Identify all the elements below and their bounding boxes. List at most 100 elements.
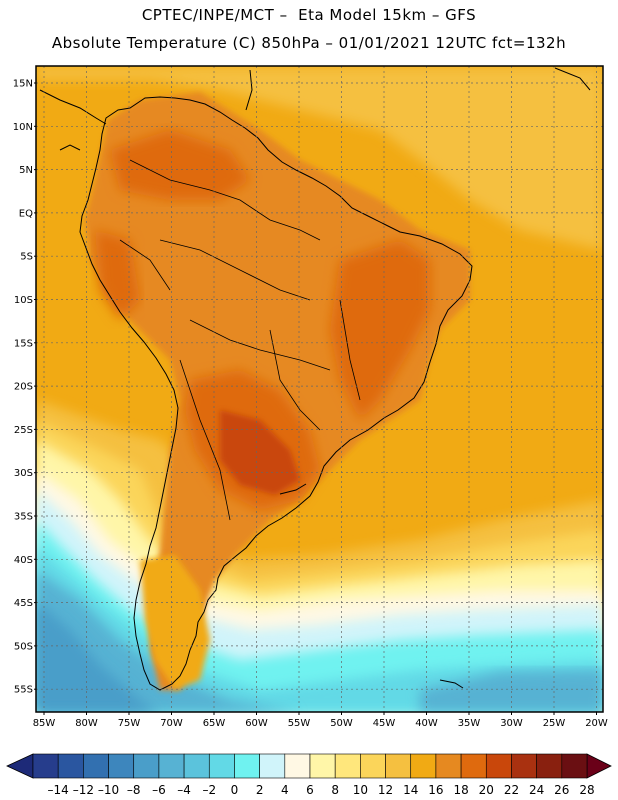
colorbar-label: 14: [403, 783, 418, 797]
lat-label: 50S: [14, 641, 33, 652]
colorbar-label: –14: [48, 783, 69, 797]
lat-label: 15N: [13, 79, 33, 90]
lat-label: 10N: [13, 122, 33, 133]
colorbar-label: 12: [378, 783, 393, 797]
border-2: [159, 239, 311, 301]
colorbar-label: –4: [177, 783, 191, 797]
lat-label: EQ: [19, 208, 33, 219]
lon-label: 55W: [288, 718, 311, 729]
lat-label: 10S: [14, 295, 33, 306]
colorbar-swatch: [158, 753, 185, 779]
field-hot-core-northeast: [330, 240, 430, 420]
title-line-1: CPTEC/INPE/MCT – Eta Model 15km – GFS: [141, 6, 477, 24]
caribbean-islands: [245, 69, 253, 111]
colorbar-swatch: [435, 753, 462, 779]
colorbar-swatch: [183, 753, 210, 779]
colorbar-label: –10: [98, 783, 119, 797]
border-7: [119, 239, 171, 291]
lat-label: 55S: [14, 685, 33, 696]
lon-label: 85W: [33, 718, 56, 729]
colorbar-label: 8: [331, 783, 339, 797]
colorbar-label: 0: [231, 783, 239, 797]
border-1: [129, 159, 321, 241]
lon-label: 80W: [75, 718, 98, 729]
colorbar-label: –6: [152, 783, 166, 797]
field-hottest-core: [220, 410, 300, 495]
colorbar-label: 16: [428, 783, 443, 797]
lat-label: 40S: [14, 555, 33, 566]
field-patagonia: [140, 555, 210, 690]
islands-ne: [554, 67, 591, 91]
country-borders: [119, 159, 361, 521]
lat-label: 35S: [14, 512, 33, 523]
lat-label: 5N: [19, 165, 33, 176]
central-america-coast: [39, 89, 107, 125]
colorbar-swatch: [485, 753, 512, 779]
lat-label: 15S: [14, 338, 33, 349]
rio-de-la-plata: [279, 483, 307, 495]
colorbar-label: –2: [202, 783, 216, 797]
colorbar-swatch: [108, 753, 135, 779]
colorbar-swatch: [385, 753, 412, 779]
border-5: [269, 329, 321, 431]
map-frame: [35, 65, 604, 713]
colorbar-label: –12: [73, 783, 94, 797]
border-3: [189, 319, 331, 371]
lat-label: 20S: [14, 382, 33, 393]
colorbar-swatch: [536, 753, 563, 779]
falklands: [439, 679, 464, 689]
colorbar-label: 18: [453, 783, 468, 797]
border-6: [339, 299, 361, 401]
lat-label: 45S: [14, 598, 33, 609]
title-line-2: Absolute Temperature (C) 850hPa – 01/01/…: [51, 34, 567, 52]
field-hot-core-north: [110, 130, 250, 200]
gulf-coast: [59, 144, 81, 151]
lon-label: 20W: [585, 718, 608, 729]
colorbar-swatch: [284, 753, 311, 779]
colorbar-swatch: [57, 753, 84, 779]
lat-label: 30S: [14, 468, 33, 479]
colorbar-under-arrow: [6, 753, 34, 779]
lon-label: 45W: [373, 718, 396, 729]
colorbar-swatch: [208, 753, 235, 779]
latitude-labels: 15N 10N 5N EQ 5S 10S 15S 20S 25S 30S 35S 40S 45S 50S 5…: [13, 79, 36, 696]
colorbar-swatch: [360, 753, 386, 779]
colorbar-label: 24: [529, 783, 544, 797]
field-band-m4: [36, 600, 160, 712]
colorbar-label: 28: [579, 783, 594, 797]
colorbar-label: 26: [554, 783, 569, 797]
temperature-field: [36, 66, 603, 712]
lat-label: 25S: [14, 425, 33, 436]
colorbar-swatch: [83, 753, 109, 779]
colorbar-swatch: [309, 753, 336, 779]
colorbar-swatch: [234, 753, 260, 779]
lon-label: 30W: [500, 718, 523, 729]
colorbar-swatch: [410, 753, 437, 779]
colorbar-swatch: [334, 753, 361, 779]
lon-label: 70W: [160, 718, 183, 729]
south-america-coast: [79, 96, 473, 691]
colorbar-swatch: [460, 753, 487, 779]
colorbar-over-arrow: [586, 753, 612, 779]
lon-label: 65W: [203, 718, 226, 729]
field-north-band: [36, 66, 603, 250]
colorbar-swatch: [561, 753, 588, 779]
colorbar-label: –8: [127, 783, 141, 797]
colorbar-label: 10: [353, 783, 368, 797]
colorbar-label: 22: [504, 783, 519, 797]
coastlines: [39, 67, 591, 691]
colorbar: –14 –12 –10 –8 –6 –4 –2 0 2 4 6 8 10 12 14 16 18 20 22 24 26…: [6, 753, 612, 797]
colorbar-label: 20: [479, 783, 494, 797]
lon-label: 35W: [458, 718, 481, 729]
colorbar-swatch: [32, 753, 59, 779]
colorbar-label: 2: [256, 783, 264, 797]
border-4: [179, 359, 231, 521]
lat-label: 5S: [20, 252, 33, 263]
lon-label: 25W: [543, 718, 566, 729]
colorbar-swatch: [259, 753, 286, 779]
longitude-labels: 85W 80W 75W 70W 65W 60W 55W 50W 45W 40W 35W 30W 25W 2…: [33, 712, 608, 729]
lon-label: 75W: [118, 718, 141, 729]
lon-label: 50W: [330, 718, 353, 729]
lon-label: 60W: [245, 718, 268, 729]
